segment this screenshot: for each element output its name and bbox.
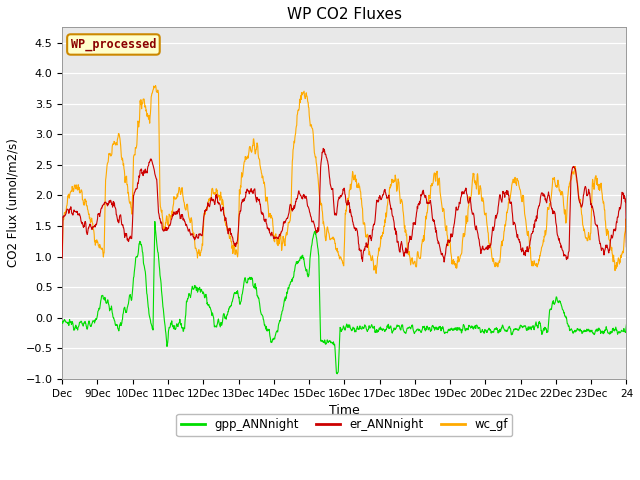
wc_gf — [478, 198, 486, 204]
gpp_ANNnight — [478, 328, 486, 334]
er_ANNnight — [58, 255, 66, 261]
Title: WP CO2 Fluxes: WP CO2 Fluxes — [287, 7, 402, 22]
Y-axis label: CO2 Flux (umol/m2/s): CO2 Flux (umol/m2/s) — [7, 139, 20, 267]
wc_gf — [330, 236, 338, 242]
Text: WP_processed: WP_processed — [70, 38, 156, 51]
er_ANNnight — [440, 259, 448, 265]
gpp_ANNnight — [616, 330, 623, 336]
er_ANNnight — [319, 145, 327, 151]
gpp_ANNnight — [561, 313, 568, 319]
wc_gf — [152, 83, 159, 88]
wc_gf — [623, 240, 630, 245]
gpp_ANNnight — [330, 342, 338, 348]
Legend: gpp_ANNnight, er_ANNnight, wc_gf: gpp_ANNnight, er_ANNnight, wc_gf — [176, 414, 513, 436]
wc_gf — [561, 211, 568, 217]
gpp_ANNnight — [151, 218, 159, 224]
er_ANNnight — [319, 149, 326, 155]
X-axis label: Time: Time — [329, 404, 360, 417]
wc_gf — [372, 271, 380, 276]
wc_gf — [147, 110, 154, 116]
gpp_ANNnight — [58, 319, 66, 324]
er_ANNnight — [616, 206, 623, 212]
wc_gf — [616, 258, 623, 264]
wc_gf — [319, 221, 327, 227]
er_ANNnight — [478, 247, 486, 252]
Line: gpp_ANNnight: gpp_ANNnight — [62, 221, 627, 374]
er_ANNnight — [623, 244, 630, 250]
wc_gf — [58, 264, 66, 270]
gpp_ANNnight — [319, 339, 327, 345]
er_ANNnight — [147, 156, 154, 162]
Line: er_ANNnight: er_ANNnight — [62, 148, 627, 262]
Line: wc_gf: wc_gf — [62, 85, 627, 274]
er_ANNnight — [561, 252, 568, 258]
gpp_ANNnight — [333, 371, 341, 377]
er_ANNnight — [330, 203, 338, 209]
gpp_ANNnight — [623, 322, 630, 327]
gpp_ANNnight — [147, 317, 154, 323]
